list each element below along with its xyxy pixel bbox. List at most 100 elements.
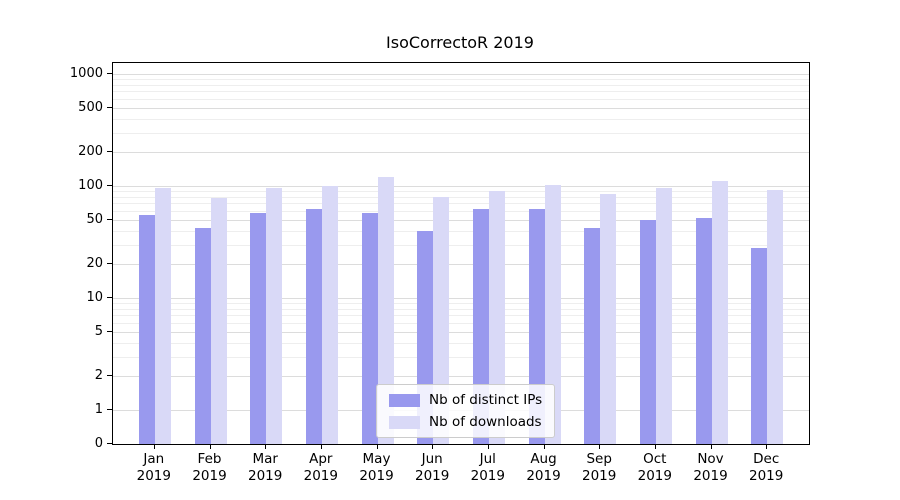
x-tick-month: Jan — [143, 451, 165, 467]
y-gridline — [113, 152, 809, 154]
bar — [488, 191, 505, 444]
x-tick-label: Jun 2019 — [402, 451, 462, 485]
x-tick-label: Jul 2019 — [458, 451, 518, 485]
y-tick-label: 1000 — [69, 66, 103, 81]
x-tick-mark — [487, 444, 489, 449]
x-tick-year: 2019 — [637, 468, 672, 484]
x-tick-month: Sep — [586, 451, 612, 467]
bar — [361, 213, 378, 444]
bar — [194, 228, 211, 444]
x-tick-year: 2019 — [526, 468, 561, 484]
x-tick-year: 2019 — [693, 468, 728, 484]
x-tick-month: Jul — [479, 451, 496, 467]
legend-swatch-downloads — [389, 415, 420, 429]
x-tick-label: Mar 2019 — [235, 451, 295, 485]
y-tick-mark — [107, 443, 112, 444]
x-tick-month: Apr — [309, 451, 333, 467]
bar — [711, 181, 728, 444]
y-tick-label: 10 — [86, 290, 103, 305]
x-tick-label: Sep 2019 — [569, 451, 629, 485]
y-tick-label: 1 — [94, 402, 103, 417]
y-gridline — [113, 210, 809, 212]
y-tick-mark — [107, 218, 112, 220]
y-gridline — [113, 84, 809, 86]
y-gridline — [113, 244, 809, 246]
x-tick-month: Dec — [753, 451, 780, 467]
x-tick-month: May — [362, 451, 391, 467]
y-gridline — [113, 74, 809, 75]
x-tick-month: Jun — [421, 451, 443, 467]
x-tick-label: Nov 2019 — [681, 451, 741, 485]
legend-swatch-distinct-ips — [389, 393, 420, 407]
y-tick-label: 5 — [94, 323, 103, 339]
y-tick-mark — [107, 73, 112, 74]
y-gridline — [113, 308, 809, 310]
x-tick-year: 2019 — [749, 468, 784, 484]
y-tick-label: 50 — [86, 211, 103, 227]
x-tick-mark — [599, 444, 601, 449]
x-tick-year: 2019 — [248, 468, 283, 484]
y-tick-mark — [107, 106, 112, 108]
x-tick-mark — [710, 444, 712, 449]
y-gridline — [113, 98, 809, 100]
y-gridline — [113, 264, 809, 266]
chart-title: IsoCorrectoR 2019 — [386, 33, 534, 52]
y-gridline — [113, 132, 809, 134]
y-gridline — [113, 315, 809, 317]
y-tick-mark — [107, 409, 112, 410]
x-tick-label: Apr 2019 — [291, 451, 351, 485]
y-tick-mark — [107, 185, 112, 186]
x-tick-month: Mar — [252, 451, 278, 467]
y-gridline — [113, 303, 809, 305]
x-tick-mark — [209, 444, 211, 449]
y-gridline — [113, 107, 809, 109]
x-tick-mark — [766, 444, 768, 449]
x-tick-label: Jan 2019 — [124, 451, 184, 485]
y-tick-label: 0 — [94, 436, 103, 451]
x-tick-label: Oct 2019 — [625, 451, 685, 485]
y-gridline — [113, 298, 809, 299]
y-gridline — [113, 91, 809, 93]
bar — [544, 184, 561, 444]
x-tick-mark — [654, 444, 656, 449]
y-tick-label: 2 — [94, 368, 103, 384]
y-gridline — [113, 203, 809, 205]
x-tick-year: 2019 — [359, 468, 394, 484]
bar — [377, 177, 394, 444]
plot-area: Nb of distinct IPs Nb of downloads — [112, 62, 810, 445]
y-tick-label: 100 — [78, 178, 103, 193]
y-tick-label: 500 — [78, 99, 103, 115]
bar — [584, 228, 601, 444]
y-gridline — [113, 219, 809, 221]
y-gridline — [113, 196, 809, 198]
x-tick-label: Dec 2019 — [736, 451, 796, 485]
bar — [250, 212, 267, 444]
y-gridline — [113, 230, 809, 232]
x-tick-year: 2019 — [415, 468, 450, 484]
x-tick-mark — [432, 444, 434, 449]
legend: Nb of distinct IPs Nb of downloads — [376, 384, 556, 438]
y-gridline — [113, 356, 809, 358]
x-tick-year: 2019 — [582, 468, 617, 484]
x-tick-year: 2019 — [192, 468, 227, 484]
legend-label-distinct-ips: Nb of distinct IPs — [429, 392, 543, 408]
x-tick-label: Aug 2019 — [514, 451, 574, 485]
y-tick-mark — [107, 297, 112, 298]
bar — [751, 247, 768, 444]
legend-item-distinct-ips: Nb of distinct IPs — [389, 392, 542, 408]
x-tick-year: 2019 — [470, 468, 505, 484]
bar — [600, 193, 617, 444]
x-tick-label: Feb 2019 — [180, 451, 240, 485]
x-tick-mark — [320, 444, 322, 449]
x-tick-year: 2019 — [303, 468, 338, 484]
y-gridline — [113, 342, 809, 344]
legend-item-downloads: Nb of downloads — [389, 414, 542, 430]
bar — [639, 219, 656, 444]
x-tick-month: Aug — [530, 451, 557, 467]
bar — [154, 187, 171, 444]
legend-label-downloads: Nb of downloads — [429, 414, 542, 430]
bar — [210, 198, 227, 444]
x-tick-mark — [153, 444, 155, 449]
y-tick-mark — [107, 151, 112, 153]
